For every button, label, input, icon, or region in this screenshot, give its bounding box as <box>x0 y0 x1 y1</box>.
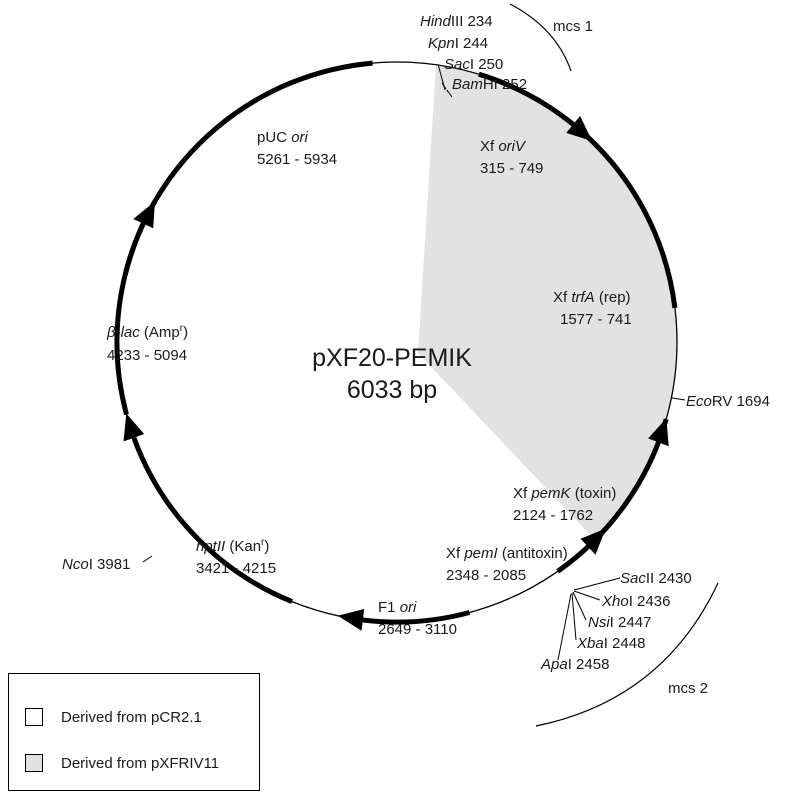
feature-xf-oriv-range: 315 - 749 <box>480 160 543 177</box>
mcs1-bracket <box>509 3 572 72</box>
feature-xf-trfa: Xf trfA (rep) <box>553 289 631 306</box>
puc-ori-arc <box>122 60 373 275</box>
pemi-arrowhead <box>580 528 606 555</box>
f1-ori-arrowhead <box>337 609 365 631</box>
feature-xf-pemk-range: 2124 - 1762 <box>513 507 593 524</box>
nptii-arc <box>131 436 294 604</box>
site-xhoi: XhoI 2436 <box>601 593 670 610</box>
site-leaders <box>142 63 686 661</box>
legend-label-pcr21: Derived from pCR2.1 <box>61 708 202 726</box>
feature-xf-pemi: Xf pemI (antitoxin) <box>446 545 568 562</box>
feature-nptii-range: 3421 - 4215 <box>196 560 276 577</box>
ecorv-leader <box>671 397 686 401</box>
feature-xf-trfa-range: 1577 - 741 <box>560 311 632 328</box>
nptii-arrowhead <box>123 413 145 442</box>
site-kpni: KpnI 244 <box>428 35 488 52</box>
legend-label-pxfriv11: Derived from pXFRIV11 <box>61 754 220 772</box>
site-ncoi: NcoI 3981 <box>62 556 130 573</box>
mcs2-label: mcs 2 <box>668 680 708 697</box>
ncoi-leader <box>142 555 153 563</box>
site-saci: SacI 250 <box>444 56 503 73</box>
site-xbai: XbaI 2448 <box>576 635 645 652</box>
beta-lac-arc <box>114 200 157 416</box>
oriv-arrowhead <box>566 115 593 142</box>
mcs1-label: mcs 1 <box>553 18 593 35</box>
feature-puc-ori: pUC ori <box>257 129 309 146</box>
sacii-leader <box>573 577 621 591</box>
feature-f1-ori: F1 ori <box>378 599 417 616</box>
site-apai: ApaI 2458 <box>540 656 609 673</box>
apai-leader <box>557 593 572 661</box>
feature-xf-pemi-range: 2348 - 2085 <box>446 567 526 584</box>
site-hindiii: HindIII 234 <box>420 13 493 30</box>
feature-nptii: nptII (Kanr) <box>196 537 269 555</box>
bamhi-leader <box>446 89 453 98</box>
feature-xf-pemk: Xf pemK (toxin) <box>513 485 616 502</box>
pemk-arrowhead <box>648 418 669 447</box>
xf-oriv-trfa-arc <box>478 71 678 309</box>
site-ecorv: EcoRV 1694 <box>686 393 770 410</box>
kpni-leader <box>441 82 447 90</box>
mcs2-bracket <box>535 582 719 727</box>
feature-xf-oriv: Xf oriV <box>480 138 527 155</box>
site-nsii: NsiI 2447 <box>588 614 651 631</box>
legend-item-pcr21: Derived from pCR2.1 <box>25 708 202 726</box>
legend-item-pxfriv11: Derived from pXFRIV11 <box>25 754 219 772</box>
xbai-leader <box>571 592 577 641</box>
xhoi-leader <box>573 590 601 601</box>
plasmid-name: pXF20-PEMIK <box>312 344 472 372</box>
legend-swatch-pxfriv11 <box>25 754 43 772</box>
legend-swatch-pcr21 <box>25 708 43 726</box>
nsii-leader <box>572 591 587 621</box>
legend: Derived from pCR2.1 Derived from pXFRIV1… <box>8 673 260 791</box>
feature-puc-ori-range: 5261 - 5934 <box>257 151 337 168</box>
site-sacii: SacII 2430 <box>620 570 692 587</box>
puc-ori-arrowhead <box>133 201 155 229</box>
site-bamhi: BamHI 252 <box>452 76 527 93</box>
feature-f1-ori-range: 2649 - 3110 <box>378 621 457 638</box>
feature-beta-lac-range: 4233 - 5094 <box>107 347 187 364</box>
pxfriv11-region <box>418 64 678 540</box>
feature-beta-lac: β-lac (Ampr) <box>106 323 188 341</box>
plasmid-size: 6033 bp <box>347 376 437 404</box>
